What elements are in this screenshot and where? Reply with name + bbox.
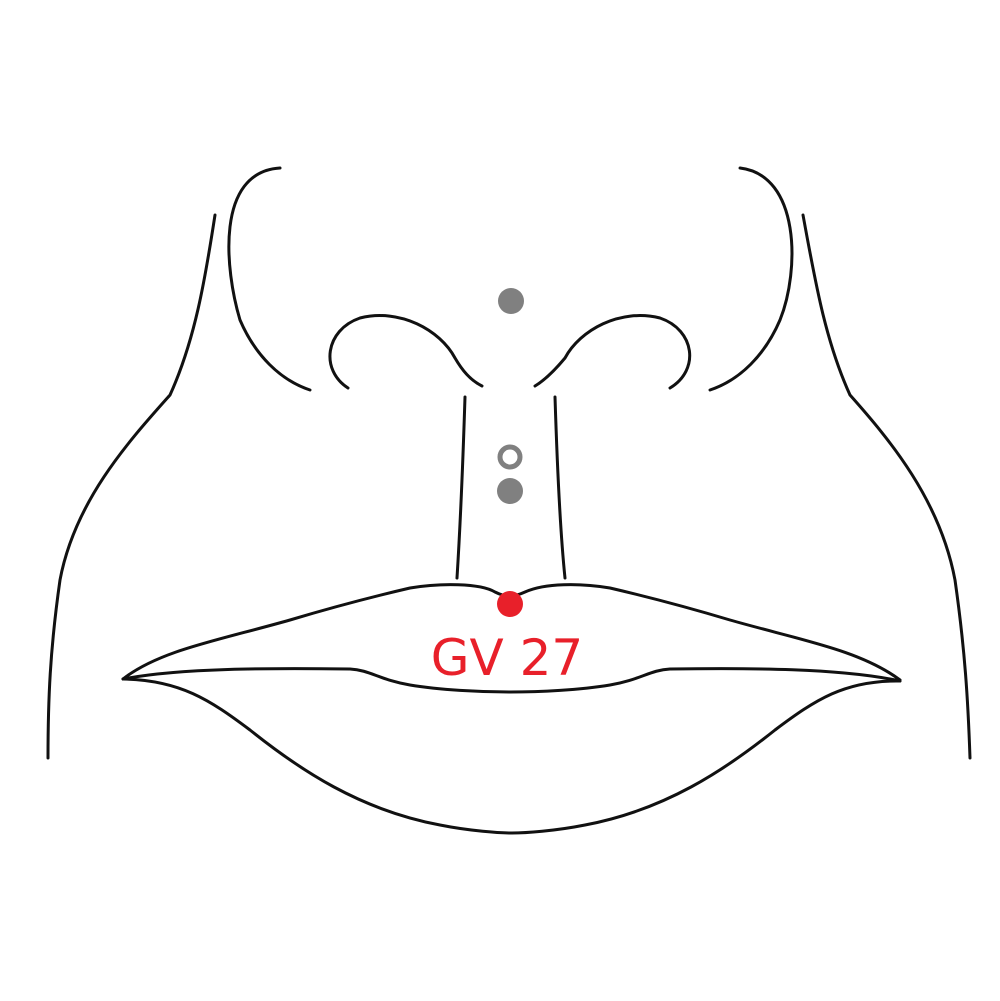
gv27-point-marker (497, 591, 523, 617)
nose-tip-point (498, 288, 524, 314)
philtrum-lower-point (497, 478, 523, 504)
lower-lip-outline (121, 677, 902, 835)
right-nasolabial-fold (708, 166, 794, 392)
philtrum-upper-point-hollow (497, 444, 523, 470)
right-cheek-outline (801, 213, 972, 760)
left-cheek-outline (46, 213, 217, 760)
right-nostril (533, 314, 692, 390)
left-nasolabial-fold (227, 166, 312, 392)
left-philtrum-ridge (455, 395, 467, 580)
left-nostril (328, 314, 484, 390)
right-philtrum-ridge (553, 395, 567, 580)
gv27-label: GV 27 (431, 629, 583, 687)
mouth-line (121, 667, 902, 694)
